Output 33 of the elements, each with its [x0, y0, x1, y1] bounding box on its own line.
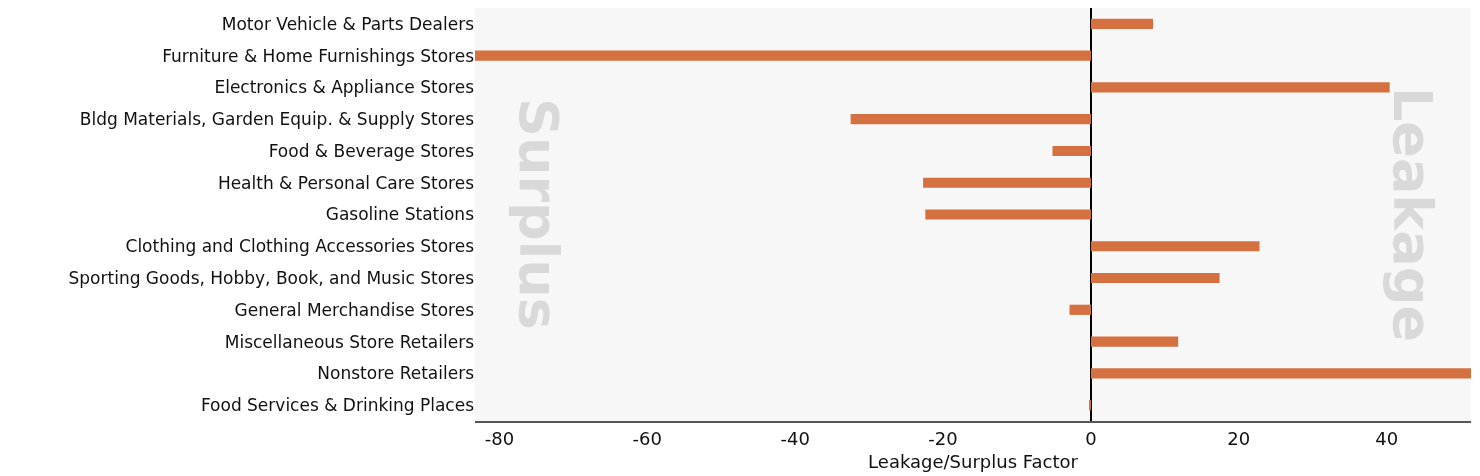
x-tick-label: -20 [928, 427, 958, 449]
y-tick-label: Nonstore Retailers [317, 363, 475, 384]
y-tick-label: Furniture & Home Furnishings Stores [162, 45, 475, 66]
bar [925, 209, 1091, 220]
x-tick-label: -80 [484, 427, 515, 449]
y-tick-label: Miscellaneous Store Retailers [224, 331, 475, 352]
x-tick-label: 40 [1375, 427, 1399, 449]
y-tick-label: General Merchandise Stores [234, 299, 475, 320]
bar [1090, 368, 1471, 379]
bar [1069, 304, 1091, 315]
y-tick-label: Clothing and Clothing Accessories Stores [125, 236, 475, 257]
y-tick-label: Electronics & Appliance Stores [214, 77, 475, 98]
y-tick-label: Food Services & Drinking Places [200, 395, 475, 416]
x-tick-label: -60 [632, 427, 662, 449]
x-tick-label: 20 [1227, 427, 1251, 449]
bar [1090, 241, 1260, 252]
y-tick-label: Health & Personal Care Stores [217, 172, 475, 193]
bar [1090, 272, 1220, 284]
y-tick-label: Bldg Materials, Garden Equip. & Supply Stores [79, 109, 475, 130]
x-tick-label: 0 [1085, 427, 1097, 449]
bar [1090, 18, 1154, 29]
bar [923, 177, 1091, 188]
y-tick-label: Motor Vehicle & Parts Dealers [221, 13, 475, 34]
y-tick-label: Food & Beverage Stores [268, 140, 475, 161]
bar [1090, 336, 1179, 347]
y-tick-label: Sporting Goods, Hobby, Book, and Music Stores [68, 267, 475, 288]
bar [850, 114, 1091, 125]
x-axis-title: Leakage/Surplus Factor [868, 451, 1079, 473]
bar [475, 50, 1091, 61]
x-tick-label: -40 [780, 427, 810, 449]
bar [1052, 145, 1091, 157]
y-tick-label: Gasoline Stations [325, 204, 475, 225]
bar [1090, 82, 1390, 93]
